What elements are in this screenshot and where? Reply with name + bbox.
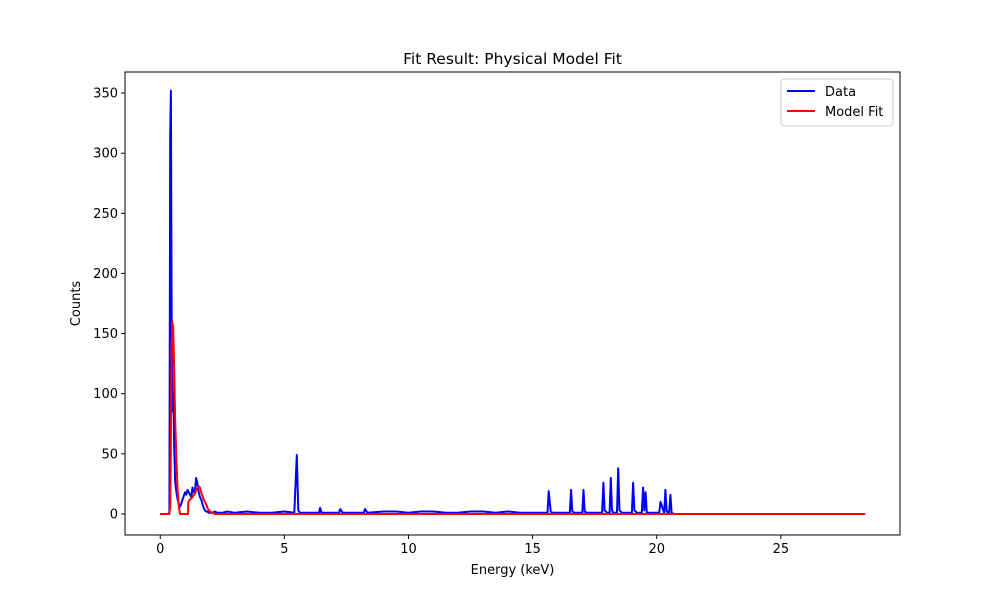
series-line-data <box>160 89 675 515</box>
plot-area <box>125 72 900 535</box>
legend: Data Model Fit <box>780 78 894 127</box>
x-tick-label: 10 <box>400 542 417 557</box>
legend-label-model-fit: Model Fit <box>825 105 883 120</box>
y-tick-label: 200 <box>93 267 118 282</box>
y-tick-label: 100 <box>93 387 118 402</box>
y-tick-label: 250 <box>93 207 118 222</box>
x-axis-label: Energy (keV) <box>471 563 555 578</box>
y-ticks: 0 50 100 150 200 250 300 350 <box>93 87 125 522</box>
x-tick-label: 15 <box>524 542 541 557</box>
chart-title: Fit Result: Physical Model Fit <box>403 50 622 68</box>
y-tick-label: 300 <box>93 147 118 162</box>
x-tick-label: 5 <box>280 542 288 557</box>
y-tick-label: 150 <box>93 327 118 342</box>
y-axis-label: Counts <box>69 281 84 327</box>
legend-label-data: Data <box>825 85 856 100</box>
y-tick-label: 0 <box>110 507 118 522</box>
plot-frame <box>124 71 901 536</box>
x-ticks: 0 5 10 15 20 25 <box>156 535 789 557</box>
x-tick-label: 25 <box>773 542 790 557</box>
series-layer <box>160 89 866 515</box>
x-tick-label: 0 <box>156 542 164 557</box>
x-tick-label: 20 <box>648 542 665 557</box>
y-tick-label: 50 <box>101 447 118 462</box>
series-line-model-fit <box>160 320 866 515</box>
y-tick-label: 350 <box>93 87 118 102</box>
